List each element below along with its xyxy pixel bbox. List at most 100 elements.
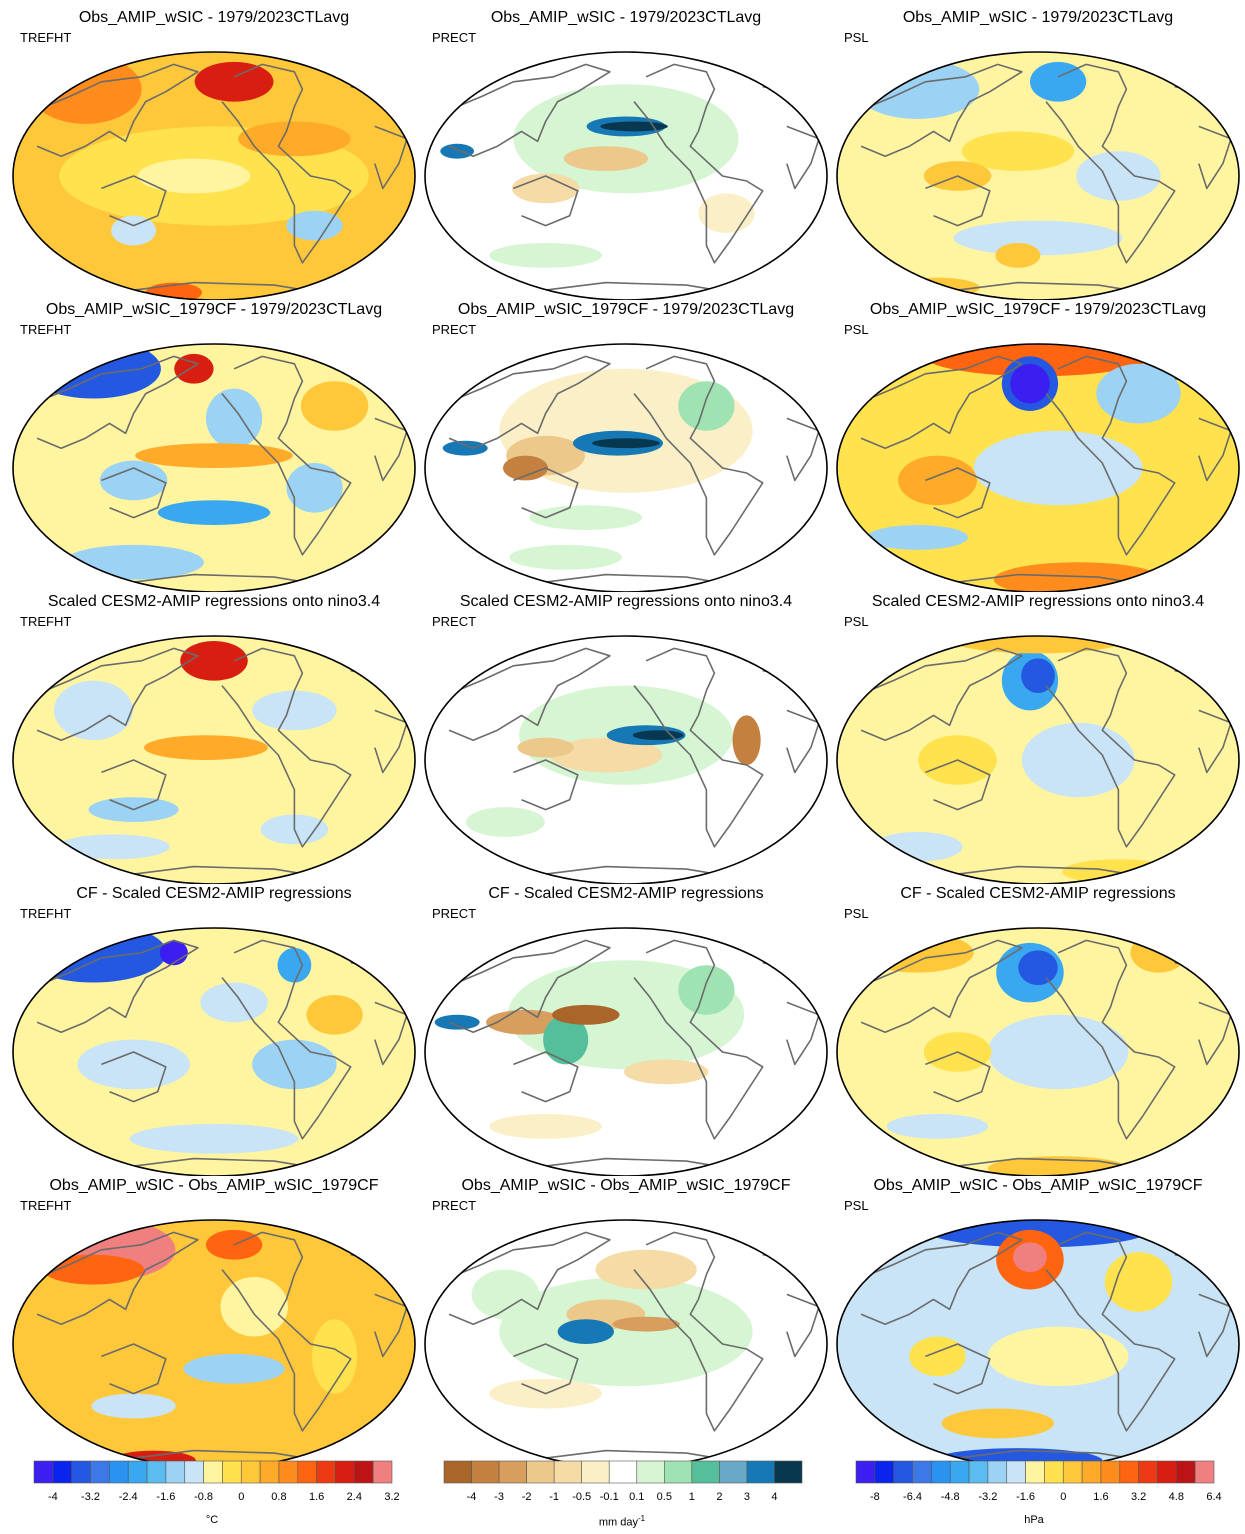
- colorbar-tick-label: 6.4: [1206, 1491, 1221, 1503]
- robinson-map: [836, 1219, 1240, 1468]
- field-anomaly-region: [872, 831, 963, 862]
- colorbar-swatch: [874, 1460, 894, 1484]
- colorbar-tick-label: 0.1: [629, 1491, 644, 1503]
- colorbar-swatch: [636, 1460, 665, 1484]
- colorbar-swatch: [443, 1460, 472, 1484]
- colorbar-tick-label: -0.1: [600, 1491, 619, 1503]
- colorbar-swatch: [746, 1460, 775, 1484]
- field-anomaly-region: [953, 220, 1123, 256]
- colorbar-tick-label: -3.2: [978, 1491, 997, 1503]
- coastline: [1045, 355, 1176, 556]
- field-anomaly-region: [1104, 1252, 1173, 1312]
- robinson-map: [424, 1219, 828, 1468]
- field-anomaly-region: [57, 834, 170, 860]
- field-anomaly-region: [886, 1114, 989, 1139]
- colorbar-swatch: [968, 1460, 989, 1484]
- panel-title: Scaled CESM2-AMIP regressions onto nino3…: [459, 593, 793, 610]
- colorbar-tick-label: 3.2: [1131, 1491, 1146, 1503]
- field-anomaly-region: [434, 1014, 480, 1030]
- map-panel: Obs_AMIP_wSIC - Obs_AMIP_wSIC_1979CF TREF…: [8, 1176, 420, 1468]
- field-anomaly-region: [1076, 151, 1161, 201]
- map-border: [836, 343, 1240, 592]
- field-anomaly-region: [440, 143, 475, 159]
- colorbar-tick-label: -3: [494, 1491, 504, 1503]
- field-anomaly-region: [286, 210, 343, 241]
- colorbar-unit-label: hPa: [855, 1514, 1213, 1526]
- field-anomaly-region: [623, 1059, 709, 1085]
- field-anomaly-region: [1021, 722, 1135, 798]
- colorbar-swatch: [127, 1460, 148, 1484]
- colorbar-swatch: [855, 1460, 876, 1484]
- robinson-map: [424, 927, 828, 1176]
- panel-title: CF - Scaled CESM2-AMIP regressions: [900, 885, 1176, 902]
- map-panel: Obs_AMIP_wSIC_1979CF - 1979/2023CTLavg PS…: [832, 300, 1244, 592]
- coastline: [1045, 1231, 1176, 1432]
- field-anomaly-region: [678, 965, 735, 1015]
- field-anomaly-region: [592, 438, 660, 449]
- field-anomaly-region: [557, 1319, 614, 1344]
- field-anomaly-region: [42, 1254, 145, 1285]
- field-anomaly-region: [466, 807, 545, 837]
- colorbar-tick-label: -4: [467, 1491, 477, 1503]
- colorbar-swatch: [354, 1460, 374, 1484]
- coastline: [844, 647, 1023, 741]
- field-anomaly-region: [698, 193, 755, 234]
- colorbar-swatch: [259, 1460, 280, 1484]
- field-anomaly-region: [144, 735, 268, 760]
- colorbar-swatch: [316, 1460, 336, 1484]
- colorbar-swatch: [1025, 1460, 1045, 1484]
- field-anomaly-region: [157, 500, 271, 526]
- robinson-map: [836, 635, 1240, 884]
- field-anomaly-region: [111, 215, 157, 246]
- coastline: [786, 709, 820, 774]
- field-anomaly-region: [552, 1004, 620, 1025]
- coastline: [374, 125, 408, 190]
- map-border: [12, 635, 416, 884]
- map-border: [836, 927, 1240, 1176]
- panel-title: Obs_AMIP_wSIC - 1979/2023CTLavg: [78, 9, 350, 26]
- colorbar-swatch: [1081, 1460, 1102, 1484]
- colorbar-unit: hPa: [1024, 1514, 1044, 1526]
- field-anomaly-region: [174, 353, 214, 384]
- panel-title: Obs_AMIP_wSIC - Obs_AMIP_wSIC_1979CF: [461, 1177, 791, 1194]
- field-anomaly-region: [205, 388, 263, 449]
- colorbar: -4 -3 -2 -1 -0.5 -0.1 0.1 0.5 1 2 3 4 mm day-1: [443, 1460, 823, 1532]
- field-anomaly-region: [77, 1039, 190, 1090]
- field-anomaly-region: [183, 1353, 285, 1384]
- coastline: [844, 355, 1023, 449]
- colorbar-tick-label: 0.5: [657, 1491, 672, 1503]
- field-anomaly-region: [54, 680, 133, 741]
- colorbar-tick-label: 1.6: [1093, 1491, 1108, 1503]
- panel-variable-label: TREFHT: [20, 322, 72, 337]
- coastline: [633, 1231, 764, 1432]
- field-anomaly-region: [306, 994, 363, 1035]
- colorbar-unit-label: °C: [33, 1514, 391, 1526]
- colorbar-swatch: [1119, 1460, 1139, 1484]
- colorbar-tick-label: 1.6: [309, 1491, 324, 1503]
- field-anomaly-region: [1013, 1242, 1047, 1273]
- colorbar-tick-label: -2.4: [119, 1491, 138, 1503]
- colorbar-swatch: [71, 1460, 91, 1484]
- coastline: [101, 1051, 167, 1103]
- panel-variable-label: PRECT: [432, 30, 477, 45]
- field-anomaly-region: [1010, 363, 1050, 404]
- coastline: [1198, 417, 1232, 482]
- coastline: [20, 63, 199, 157]
- colorbar-swatch: [372, 1460, 393, 1484]
- field-anomaly-region: [489, 242, 602, 268]
- coastline: [513, 1343, 579, 1395]
- colorbar-tick-label: 0: [238, 1491, 244, 1503]
- coastline: [221, 355, 352, 556]
- colorbar-tick-label: -3.2: [81, 1491, 100, 1503]
- field-anomaly-region: [595, 1249, 697, 1290]
- coastline: [513, 1051, 579, 1103]
- field-anomaly-region: [91, 1393, 176, 1419]
- field-anomaly-region: [600, 121, 668, 132]
- robinson-map: [836, 343, 1240, 592]
- coastline: [221, 939, 352, 1140]
- colorbar-unit: mm day: [598, 1516, 638, 1529]
- field-anomaly-region: [1096, 363, 1181, 424]
- colorbar: -4-3.2-2.4-1.6-0.800.81.62.43.24°C: [33, 1460, 413, 1532]
- field-anomaly-region: [895, 277, 980, 298]
- map-border: [424, 343, 828, 592]
